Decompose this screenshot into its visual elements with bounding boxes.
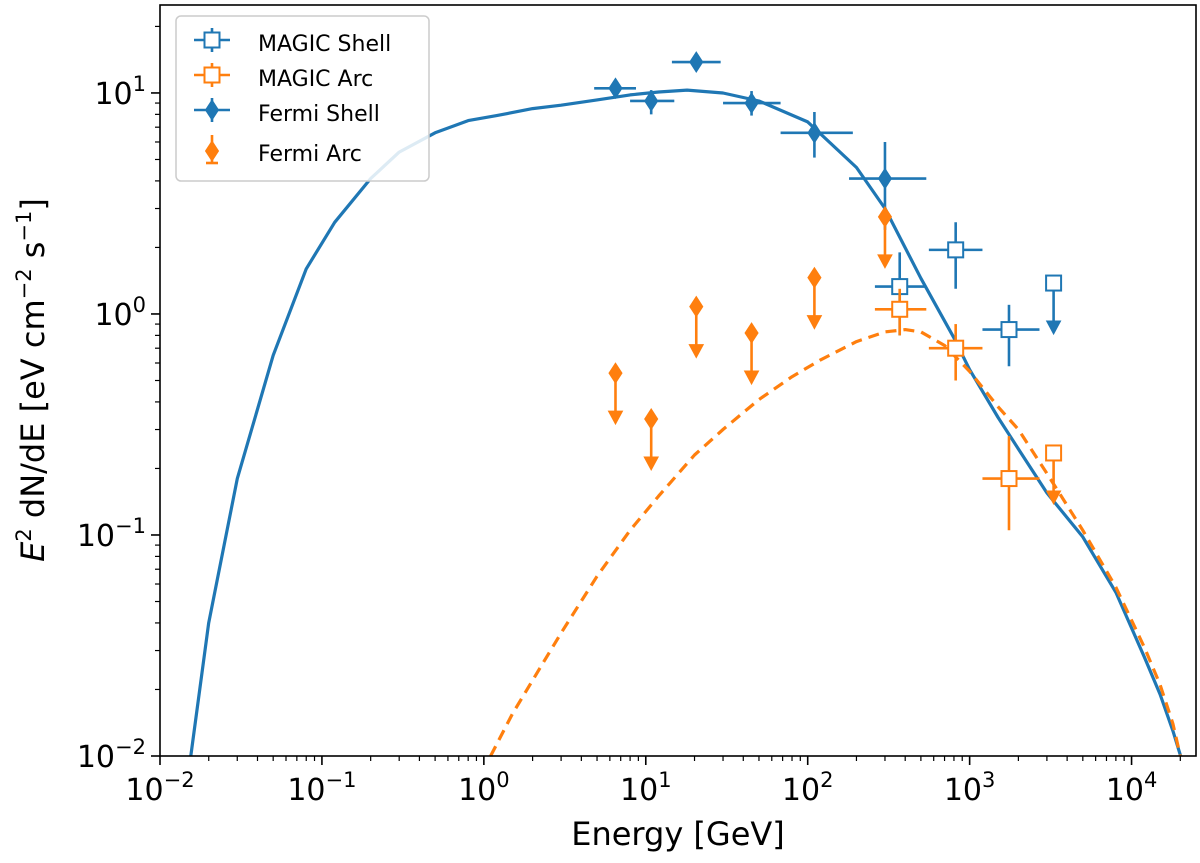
fermi-arc-ul-point: [807, 266, 822, 289]
fermi-arc-ul-arrow-head: [607, 410, 624, 426]
fermi-arc-ul-arrow-head: [877, 254, 893, 269]
model-curve-shell: [189, 88, 1183, 756]
y-tick-label-base: 10: [94, 298, 132, 333]
x-tick-label-base: 10: [620, 773, 658, 808]
fermi-arc-ul-point: [877, 205, 893, 228]
legend-label-fermi-arc: Fermi Arc: [258, 142, 362, 167]
fermi-shell-point: [608, 77, 623, 100]
legend-fermi-shell-marker: [204, 99, 220, 121]
legend: MAGIC Shell MAGIC Arc Fermi Shell Fermi …: [175, 15, 430, 182]
legend-label-magic-arc: MAGIC Arc: [258, 67, 373, 92]
fermi-arc-ul-point: [744, 322, 759, 344]
legend-markers: [194, 28, 230, 165]
x-tick-label-base: 10: [944, 773, 982, 808]
x-tick-label: 10−2: [125, 768, 194, 808]
data-points: [594, 51, 1063, 531]
x-tick-label: 104: [1106, 768, 1158, 808]
fermi-arc-ul-arrow-head: [643, 456, 660, 471]
fermi-arc-ul-arrow-head: [743, 370, 760, 386]
magic-shell-point: [947, 241, 965, 259]
y-tick-label-exp: 1: [133, 72, 146, 96]
x-tick-label-base: 10: [1106, 773, 1144, 808]
fermi-shell-point: [644, 90, 659, 112]
fermi-arc-ul-arrow-head: [688, 344, 705, 359]
model-curves: [189, 88, 1183, 756]
magic-arc-point: [891, 300, 909, 318]
fermi-shell-point: [807, 121, 822, 144]
legend-label-fermi-shell: Fermi Shell: [258, 102, 380, 127]
y-tick-label: 10−1: [77, 514, 146, 554]
y-tick-label: 10−2: [77, 735, 146, 775]
x-tick-label-exp: 1: [658, 768, 671, 792]
x-tick-label-exp: 0: [496, 768, 509, 792]
y-tick-label-exp: 0: [133, 293, 146, 317]
y-tick-label-exp: −1: [115, 514, 146, 538]
fermi-arc-ul-point: [608, 362, 623, 385]
x-tick-label: 102: [782, 768, 834, 808]
x-tick-label-base: 10: [782, 773, 820, 808]
magic-shell-ul-arrow-head: [1045, 320, 1062, 336]
x-tick-label-exp: −1: [326, 768, 357, 792]
fermi-shell-point: [744, 92, 759, 114]
y-axis-title-mid: dN/dE [eV cm: [14, 299, 52, 528]
magic-shell-point: [1000, 321, 1018, 339]
y-axis-title-sup2: −2: [12, 268, 36, 299]
y-tick-label: 101: [94, 72, 146, 112]
legend-box: [175, 15, 430, 182]
x-tick-label-exp: 4: [1144, 768, 1157, 792]
y-tick-label-exp: −2: [115, 735, 146, 759]
y-axis-title-sup3: −1: [12, 211, 36, 242]
fermi-arc-ul-arrow-head: [806, 315, 823, 330]
fermi-arc-ul-point: [689, 295, 704, 318]
x-tick-label: 100: [458, 768, 510, 808]
legend-label-magic-shell: MAGIC Shell: [258, 32, 391, 57]
y-tick-label-base: 10: [94, 77, 132, 112]
legend-magic-arc-marker: [203, 66, 221, 84]
legend-magic-shell-marker: [203, 31, 221, 49]
fermi-arc-ul-point: [644, 408, 659, 430]
x-tick-label-base: 10: [458, 773, 496, 808]
x-tick-label: 103: [944, 768, 996, 808]
magic-arc-point: [1000, 470, 1018, 488]
y-axis-title: E2 dN/dE [eV cm−2 s−1]: [12, 198, 52, 562]
y-tick-label: 100: [94, 293, 146, 333]
x-axis-title: Energy [GeV]: [571, 815, 785, 853]
x-tick-label-exp: 2: [820, 768, 833, 792]
y-axis-title-mid2: s: [14, 242, 52, 269]
magic-arc-point: [947, 339, 965, 357]
x-tick-label-base: 10: [125, 773, 163, 808]
magic-shell-ul-point: [1045, 274, 1063, 292]
x-tick-label: 10−1: [287, 768, 356, 808]
y-tick-label-base: 10: [77, 740, 115, 775]
y-axis-title-end: ]: [14, 198, 52, 210]
x-tick-label-exp: −2: [164, 768, 195, 792]
fermi-shell-point: [689, 51, 704, 73]
x-tick-label: 101: [620, 768, 672, 808]
magic-arc-ul-arrow-head: [1045, 490, 1062, 506]
plot-frame: [159, 4, 1197, 757]
x-tick-label-exp: 3: [982, 768, 995, 792]
fermi-shell-point: [877, 167, 893, 190]
magic-arc-ul-point: [1045, 444, 1063, 462]
y-axis-title-e: E: [14, 541, 52, 562]
x-tick-label-base: 10: [287, 773, 325, 808]
legend-fermi-arc-marker: [204, 140, 220, 162]
y-tick-label-base: 10: [77, 519, 115, 554]
y-axis-title-sup: 2: [12, 528, 36, 541]
